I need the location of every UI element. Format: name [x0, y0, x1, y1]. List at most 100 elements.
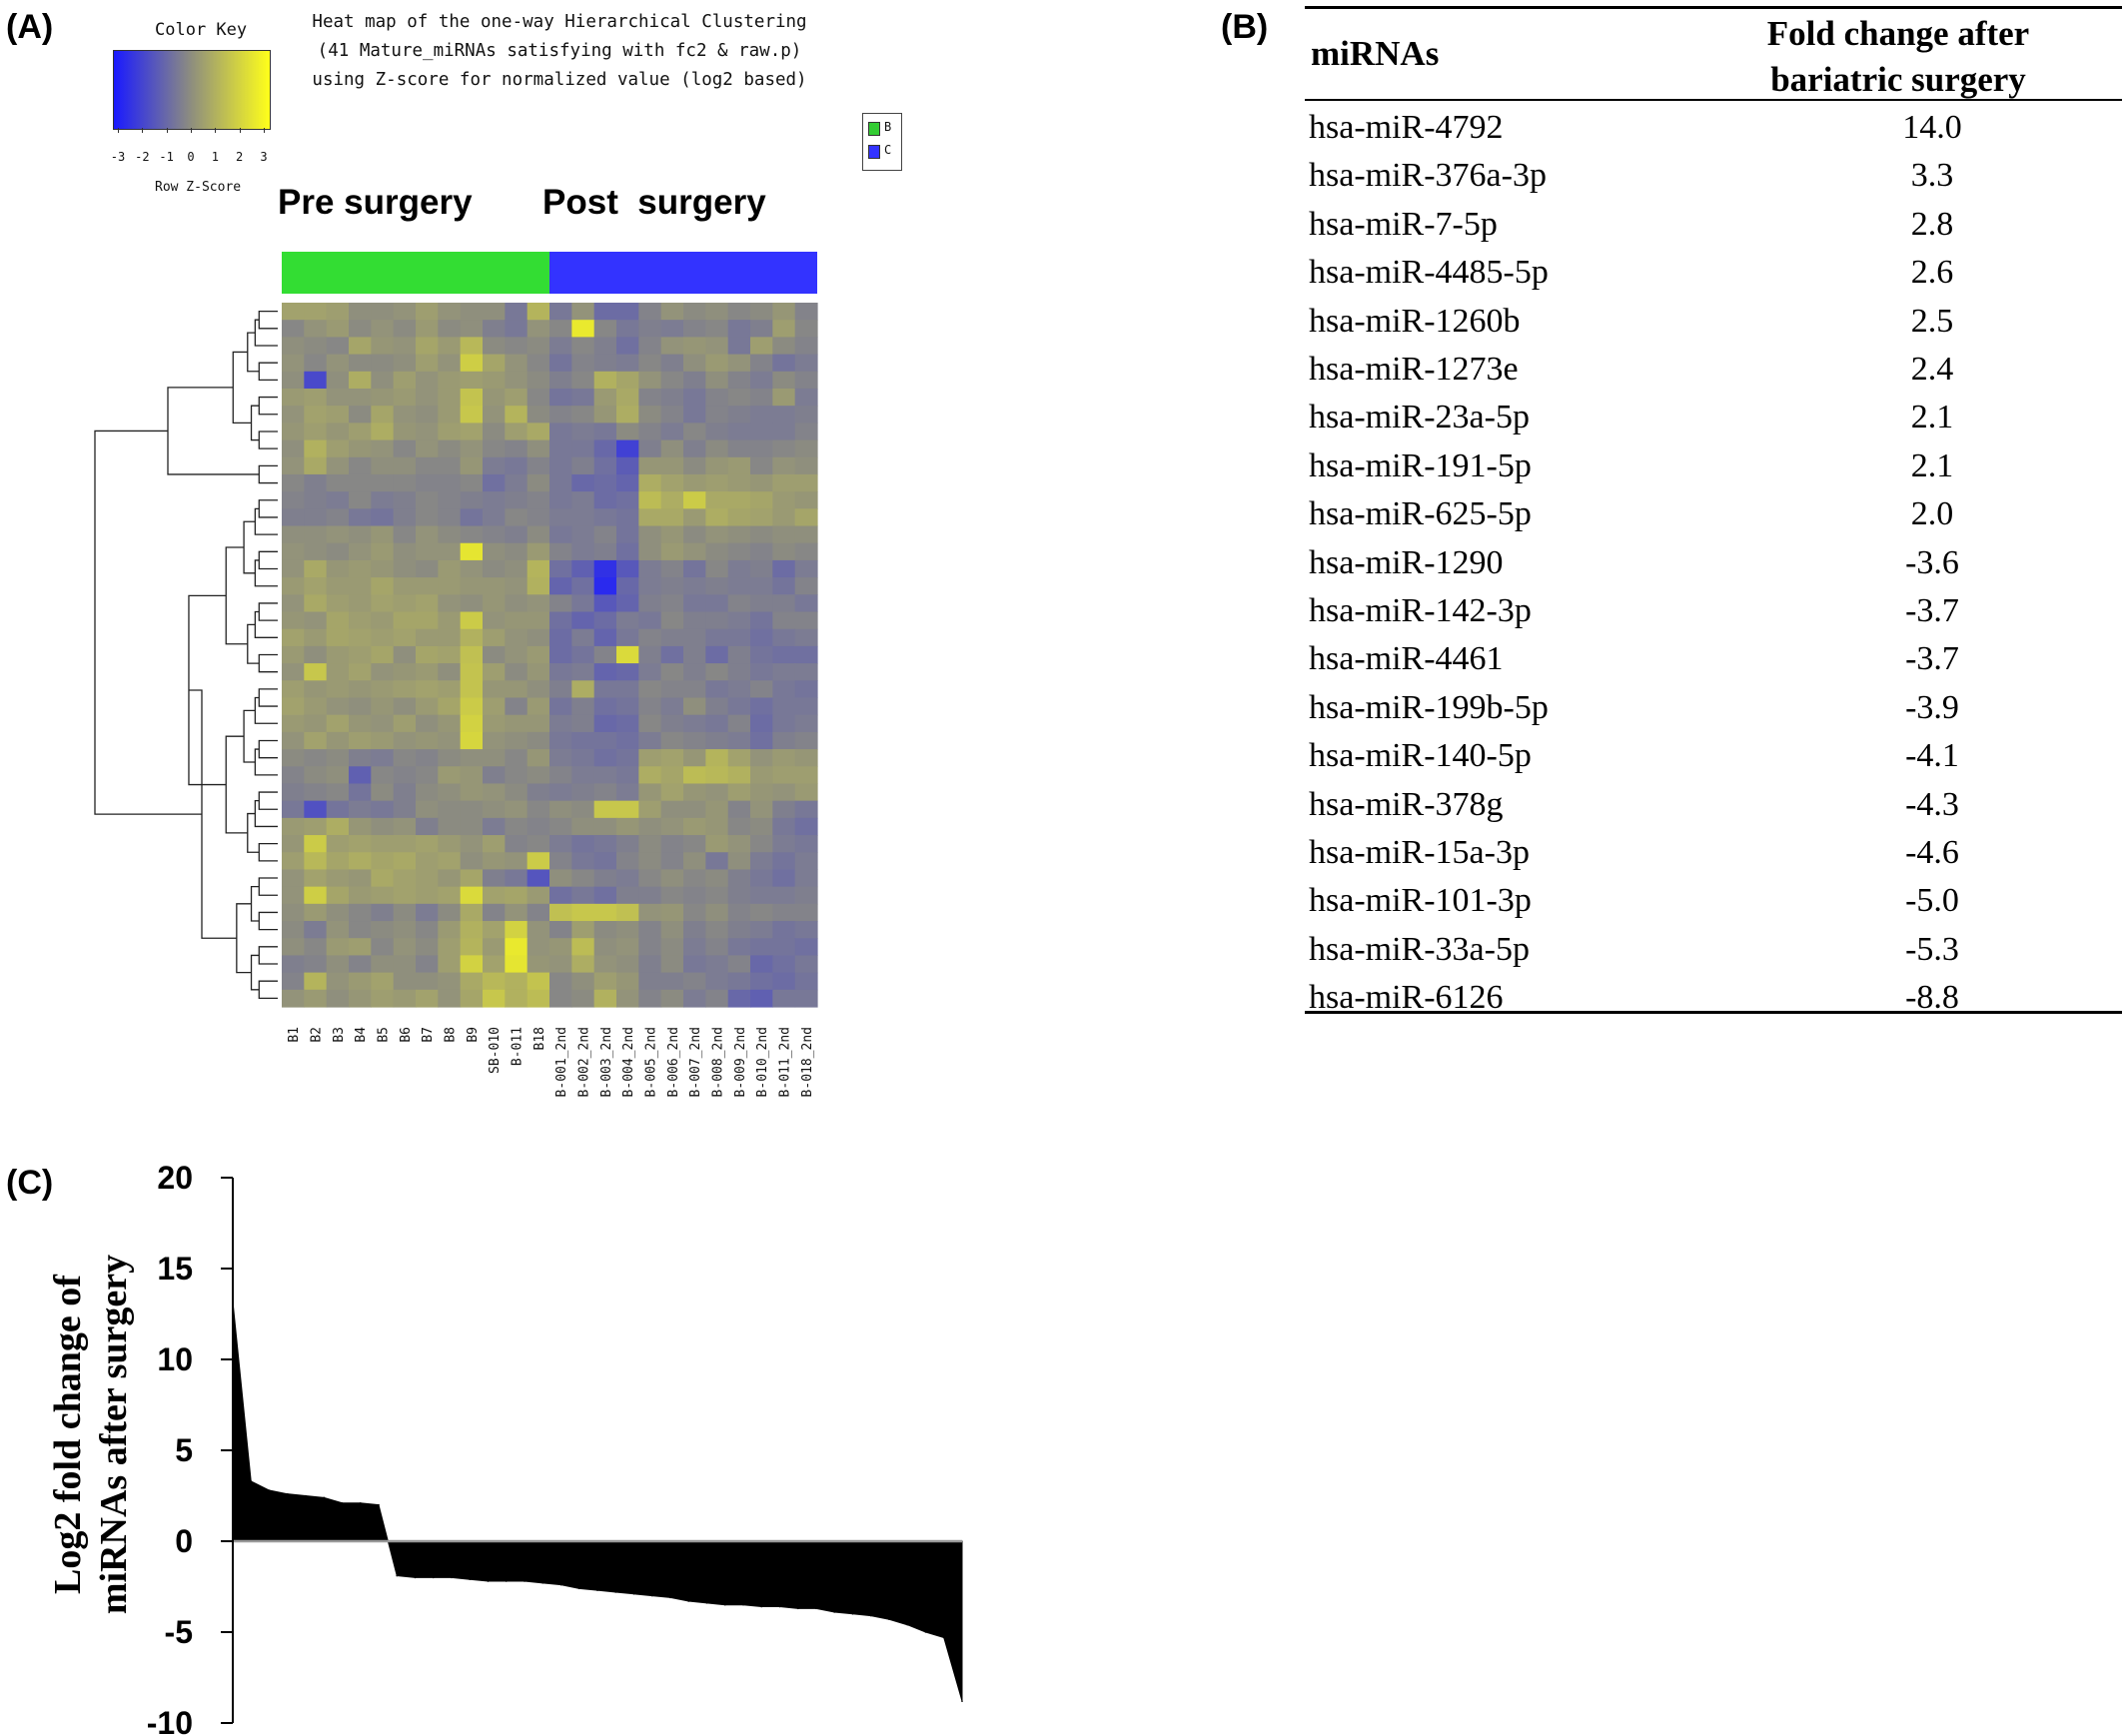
heatmap-cell — [683, 320, 706, 338]
heatmap-cell — [593, 508, 617, 527]
fold-change-value: 2.6 — [1910, 254, 1954, 292]
fold-change-value: -4.1 — [1905, 737, 1959, 775]
heatmap-cell — [505, 371, 529, 390]
color-key-tick-label: -3 — [110, 150, 126, 164]
heatmap-cell — [683, 869, 706, 888]
heatmap-cell — [571, 766, 595, 785]
heatmap-cell — [705, 542, 729, 561]
heatmap-cell — [505, 303, 529, 321]
table-header-fold-change: Fold change after bariatric surgery — [1743, 11, 2053, 103]
dendrogram-branch — [236, 903, 252, 974]
fold-change-value: -5.0 — [1905, 882, 1959, 920]
heatmap-cell — [416, 577, 439, 595]
heatmap-cell — [483, 766, 506, 785]
heatmap-cell — [794, 542, 818, 561]
heatmap-cell — [794, 320, 818, 338]
heatmap-cell — [304, 473, 328, 492]
heatmap-cell — [483, 628, 506, 647]
heatmap-cell — [705, 783, 729, 802]
heatmap-cell — [483, 337, 506, 356]
heatmap-cell — [304, 594, 328, 613]
heatmap-cell — [505, 749, 529, 767]
heatmap-cell — [638, 371, 662, 390]
heatmap-cell — [772, 972, 796, 991]
heatmap-cell — [438, 354, 462, 373]
heatmap-cell — [794, 423, 818, 441]
heatmap-cell — [571, 508, 595, 527]
heatmap-cell — [772, 852, 796, 871]
heatmap-cell — [460, 628, 484, 647]
color-key-tick-mark — [264, 128, 265, 133]
heatmap-cell — [571, 337, 595, 356]
heatmap-cell — [371, 594, 395, 613]
heatmap-cell — [505, 921, 529, 939]
heatmap-cell — [304, 439, 328, 458]
heatmap-cell — [772, 921, 796, 939]
fold-change-point — [632, 1592, 635, 1595]
heatmap-cell — [282, 303, 305, 321]
dendrogram-branch — [243, 709, 256, 763]
heatmap-cell — [705, 439, 729, 458]
heatmap-cell — [371, 989, 395, 1008]
heatmap-cell — [505, 508, 529, 527]
heatmap-cell — [683, 645, 706, 664]
heatmap-cell — [549, 783, 572, 802]
heatmap-cell — [549, 731, 572, 750]
heatmap-cell — [483, 354, 506, 373]
heatmap-cell — [438, 473, 462, 492]
heatmap-cell — [549, 354, 572, 373]
heatmap-cell — [282, 611, 305, 630]
heatmap-cell — [549, 766, 572, 785]
heatmap-cell — [571, 542, 595, 561]
heatmap-cell — [393, 508, 417, 527]
heatmap-cell — [571, 886, 595, 905]
heatmap-cell — [772, 817, 796, 836]
heatmap-cell — [393, 869, 417, 888]
heatmap-cell — [438, 456, 462, 475]
heatmap-cell — [638, 559, 662, 578]
heatmap-cell — [460, 938, 484, 957]
heatmap-cell — [371, 852, 395, 871]
heatmap-cell — [794, 869, 818, 888]
heatmap-cell — [393, 938, 417, 957]
heatmap-cell — [371, 869, 395, 888]
heatmap-cell — [393, 559, 417, 578]
heatmap-cell — [571, 406, 595, 424]
heatmap-cell — [438, 611, 462, 630]
heatmap-cell — [393, 817, 417, 836]
heatmap-cell — [460, 423, 484, 441]
heatmap-cell — [505, 577, 529, 595]
heatmap-cell — [705, 371, 729, 390]
fold-change-point — [614, 1591, 617, 1593]
heatmap-cell — [505, 783, 529, 802]
heatmap-cell — [683, 559, 706, 578]
heatmap-cell — [593, 611, 617, 630]
heatmap-cell — [460, 491, 484, 509]
heatmap-cell — [371, 423, 395, 441]
heatmap-cell — [282, 423, 305, 441]
heatmap-cell — [438, 423, 462, 441]
mirna-name: hsa-miR-4485-5p — [1309, 254, 1549, 292]
heatmap-cell — [304, 388, 328, 407]
heatmap-cell — [505, 852, 529, 871]
heatmap-cell — [349, 508, 372, 527]
heatmap-cell — [416, 491, 439, 509]
heatmap-cell — [326, 817, 350, 836]
heatmap-cell — [416, 955, 439, 974]
heatmap-cell — [638, 645, 662, 664]
legend-swatch-b — [868, 122, 880, 136]
heatmap-cell — [750, 749, 773, 767]
heatmap-cell — [326, 423, 350, 441]
heatmap-cell — [393, 491, 417, 509]
heatmap-cell — [705, 354, 729, 373]
heatmap-cell — [304, 938, 328, 957]
heatmap-cell — [660, 852, 684, 871]
fold-change-value: 2.1 — [1910, 446, 1954, 484]
heatmap-cell — [593, 817, 617, 836]
heatmap-cell — [483, 559, 506, 578]
heatmap-cell — [705, 938, 729, 957]
heatmap-cell — [750, 406, 773, 424]
heatmap-cell — [438, 645, 462, 664]
heatmap-cell — [727, 628, 751, 647]
heatmap-cell — [683, 714, 706, 733]
